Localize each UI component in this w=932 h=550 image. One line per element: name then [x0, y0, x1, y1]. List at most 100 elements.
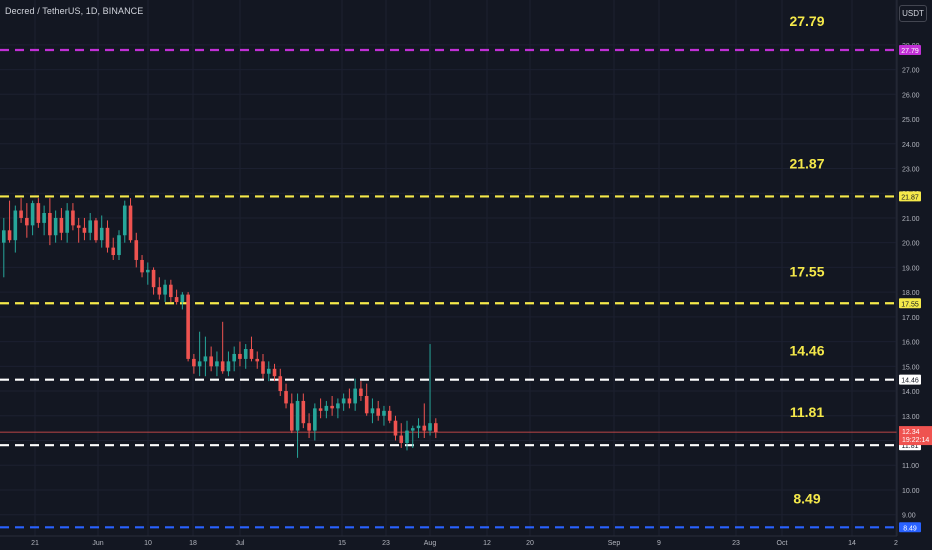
candle-body — [203, 356, 208, 362]
candle — [284, 383, 288, 409]
level-price-tag-label: 8.49 — [903, 525, 917, 532]
candle — [30, 200, 35, 236]
level-labels: 27.79 21.87 17.55 14.46 11.81 8.49 — [789, 13, 824, 506]
candle — [428, 344, 432, 436]
candle — [151, 267, 156, 295]
time-axis[interactable]: 21 Jun 10 18 Jul 15 23 Aug 12 20 Sep 9 23 Oct 14 2 — [0, 535, 932, 550]
level-price-tag — [899, 298, 921, 309]
x-tick-label: 23 — [382, 540, 390, 547]
candle — [215, 351, 219, 377]
candle — [272, 363, 277, 382]
candle-body — [295, 400, 300, 431]
level-value-label: 14.46 — [789, 343, 824, 359]
candle-body — [434, 423, 438, 433]
y-tick-label: 14.00 — [902, 389, 920, 396]
candle — [434, 418, 438, 439]
candle-body — [88, 220, 92, 233]
candle — [186, 292, 190, 362]
x-tick-label: 10 — [144, 540, 152, 547]
y-tick-label: 19.00 — [902, 265, 920, 272]
level-value-label: 27.79 — [789, 13, 824, 29]
y-tick-label: 10.00 — [902, 488, 920, 495]
candle — [82, 217, 87, 241]
x-tick-label: 21 — [31, 540, 39, 547]
candle-body — [30, 203, 35, 226]
level-price-tag-label: 27.79 — [901, 48, 919, 55]
x-tick-label: 2 — [894, 540, 898, 547]
candle — [203, 336, 208, 377]
candle — [99, 215, 104, 248]
candle-body — [192, 358, 196, 367]
candle-body — [36, 203, 41, 223]
candle-body — [232, 353, 236, 362]
level-value-label: 8.49 — [793, 490, 820, 506]
chart-grid — [0, 0, 897, 536]
candle-body — [146, 269, 150, 273]
candle — [290, 393, 294, 434]
candle-body — [169, 284, 173, 298]
candle — [76, 217, 81, 243]
candle — [399, 423, 404, 448]
candle-body — [128, 205, 133, 241]
candle-body — [382, 410, 386, 416]
candle — [59, 208, 64, 241]
candle-body — [341, 398, 346, 404]
candle-body — [59, 217, 64, 233]
candle — [1, 217, 6, 278]
candle-body — [364, 395, 369, 414]
candle — [48, 198, 52, 246]
candle-body — [94, 220, 98, 241]
candles — [1, 198, 438, 458]
candle-body — [134, 240, 139, 260]
candle — [134, 232, 139, 268]
candle-body — [410, 428, 415, 431]
candle-body — [243, 349, 248, 359]
candle-body — [272, 368, 277, 377]
y-tick-label: 15.00 — [902, 364, 920, 371]
candle-body — [42, 212, 46, 223]
candle-body — [19, 210, 23, 218]
y-tick-label: 13.00 — [902, 414, 920, 421]
level-value-label: 11.81 — [790, 404, 824, 420]
candle-body — [48, 212, 52, 236]
x-tick-label: Jun — [92, 540, 103, 547]
candle — [65, 203, 69, 243]
candle — [347, 388, 352, 409]
candle-body — [117, 235, 121, 256]
price-axis[interactable]: 28.0027.0026.0025.0024.0023.0022.0021.00… — [896, 0, 932, 550]
candle-body — [220, 361, 225, 372]
level-price-tag — [899, 191, 921, 202]
x-tick-label: Oct — [777, 540, 788, 547]
candle-body — [359, 388, 363, 396]
candle-body — [111, 247, 116, 256]
candle-body — [140, 259, 144, 273]
candle — [301, 393, 306, 429]
candle-body — [416, 425, 421, 429]
y-tick-label: 27.00 — [902, 68, 920, 75]
candle — [232, 346, 236, 372]
candle — [71, 203, 75, 231]
candle — [353, 378, 357, 411]
candle — [255, 351, 260, 369]
currency-button[interactable]: USDT — [899, 5, 927, 22]
candle-body — [186, 294, 190, 359]
candle-body — [238, 353, 242, 359]
candle-body — [307, 423, 311, 431]
candle — [13, 205, 18, 253]
candle-body — [65, 210, 69, 233]
candle — [146, 262, 150, 285]
candle-body — [324, 405, 329, 411]
candle — [307, 413, 311, 439]
candle — [376, 400, 380, 421]
level-price-tag-label: 17.55 — [901, 301, 919, 308]
candle — [117, 230, 121, 260]
candle-body — [25, 217, 29, 226]
candle — [422, 403, 427, 439]
current-price-value: 12.34 — [902, 429, 920, 436]
candle — [36, 198, 41, 228]
candle-body — [76, 225, 81, 228]
candle-body — [301, 400, 306, 424]
x-tick-label: 9 — [657, 540, 661, 547]
y-tick-label: 25.00 — [902, 117, 920, 124]
